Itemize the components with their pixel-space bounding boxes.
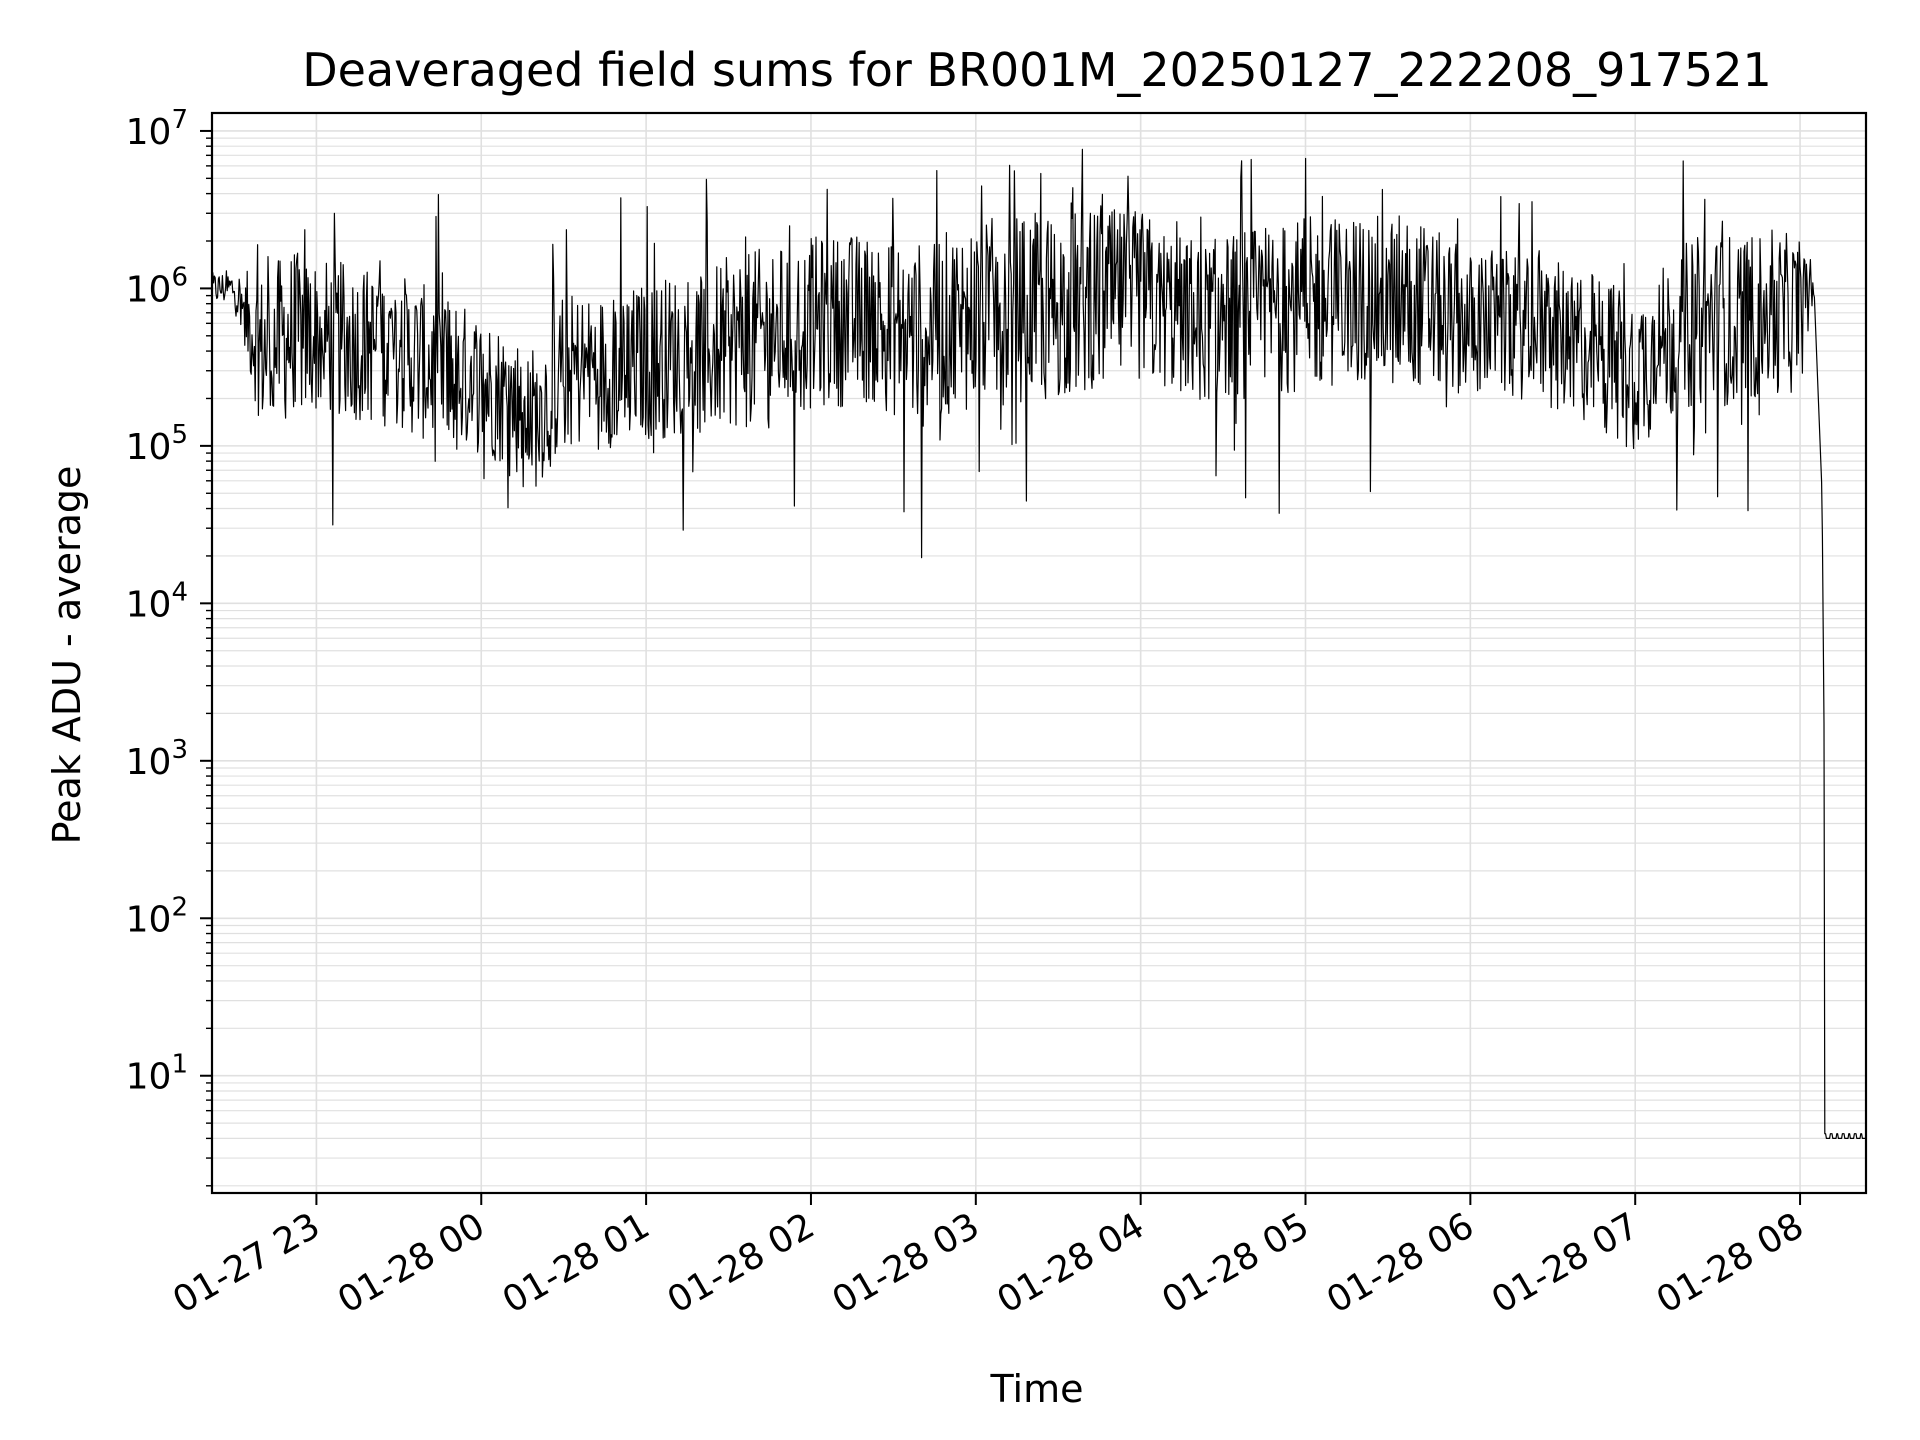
- grid: [212, 113, 1866, 1193]
- series-line: [211, 148, 1866, 1140]
- y-tick-label: 107: [126, 105, 188, 153]
- plot-frame: [210, 111, 1868, 1195]
- y-tick-label: 106: [126, 262, 188, 310]
- y-axis-label: Peak ADU - average: [45, 466, 89, 845]
- y-tick-label: 104: [126, 577, 188, 625]
- y-tick-label: 105: [126, 420, 188, 468]
- y-tick-label: 101: [126, 1050, 188, 1098]
- data-line: [211, 148, 1866, 1140]
- chart-title: Deaveraged field sums for BR001M_2025012…: [302, 43, 1771, 97]
- y-axis-ticks: 101 102 103 104 105 106 107: [126, 105, 212, 1187]
- y-tick-label: 103: [126, 735, 188, 783]
- x-axis-label: Time: [990, 1367, 1084, 1411]
- y-tick-label: 102: [126, 892, 188, 940]
